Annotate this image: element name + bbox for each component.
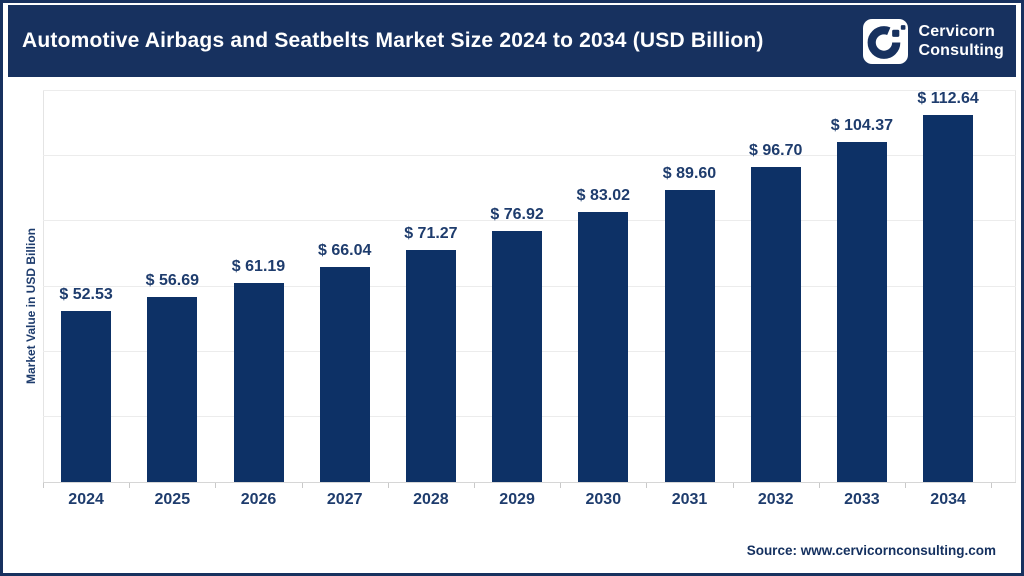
- plot-area: $ 52.53 2024 $ 56.69 2025 $ 61.19 2026 $ 66.04…: [43, 89, 1016, 508]
- x-axis-tick: [905, 483, 906, 488]
- header-bar: Automotive Airbags and Seatbelts Market …: [8, 5, 1016, 77]
- bar-2034: [923, 114, 974, 482]
- x-axis-label: 2029: [499, 491, 535, 508]
- bar-2030: [578, 211, 629, 482]
- brand-block: Cervicorn Consulting: [863, 18, 1004, 64]
- bar-value-label: $ 56.69: [145, 272, 199, 290]
- x-axis-label: 2024: [68, 491, 104, 508]
- x-axis-tick: [991, 483, 993, 488]
- bar-2026: [233, 282, 284, 482]
- x-axis-line: [43, 482, 1016, 483]
- bar-value-label: $ 76.92: [490, 206, 544, 224]
- bar-value-label: $ 104.37: [830, 116, 894, 134]
- x-axis-label: 2034: [930, 491, 966, 508]
- x-axis-tick: [387, 483, 389, 488]
- source-note: Source: www.cervicornconsulting.com: [746, 543, 996, 558]
- x-axis-label: 2028: [413, 491, 449, 508]
- y-axis-title: Market Value in USD Billion: [24, 227, 38, 385]
- gridline: [43, 90, 1016, 91]
- x-axis-label: 2032: [757, 491, 794, 508]
- x-axis-tick: [646, 483, 648, 488]
- x-axis-tick: [560, 483, 562, 488]
- x-axis-tick: [474, 483, 475, 488]
- x-axis-tick: [129, 483, 131, 488]
- bar-value-label: $ 61.19: [231, 257, 286, 275]
- x-axis-tick: [301, 483, 303, 488]
- x-axis-label: 2033: [844, 491, 880, 508]
- x-axis-tick: [732, 483, 734, 488]
- brand-line-2: Consulting: [918, 42, 1004, 59]
- bar-2028: [405, 249, 456, 482]
- x-axis-tick: [215, 483, 217, 488]
- chart-title: Automotive Airbags and Seatbelts Market …: [22, 29, 764, 52]
- bar-2033: [836, 141, 887, 482]
- bar-2031: [664, 190, 715, 482]
- bar-2025: [147, 297, 198, 482]
- x-axis-label: 2031: [671, 491, 708, 508]
- bar-2032: [750, 166, 801, 482]
- brand-name: Cervicorn Consulting: [918, 22, 1004, 60]
- x-axis-tick: [818, 483, 820, 488]
- plot-right-border: [1015, 91, 1016, 482]
- x-axis-label: 2027: [326, 491, 363, 508]
- bar-2029: [492, 231, 543, 482]
- bar-value-label: $ 96.70: [748, 141, 803, 159]
- bar-value-label: $ 66.04: [317, 241, 372, 259]
- bar-value-label: $ 52.53: [59, 285, 113, 303]
- gridline: [43, 155, 1016, 157]
- cervicorn-logo-icon: [863, 18, 909, 64]
- y-axis-line: [43, 91, 44, 482]
- bar-value-label: $ 83.02: [576, 186, 630, 204]
- bar-value-label: $ 112.64: [917, 89, 979, 107]
- bar-value-label: $ 89.60: [662, 165, 717, 183]
- gridline: [43, 220, 1016, 222]
- brand-line-1: Cervicorn: [918, 23, 995, 40]
- x-axis-label: 2030: [585, 491, 622, 508]
- x-axis-label: 2025: [154, 491, 191, 508]
- x-axis-tick: [43, 483, 44, 488]
- bar-2024: [61, 310, 112, 482]
- bar-value-label: $ 71.27: [404, 224, 458, 242]
- x-axis-label: 2026: [240, 491, 277, 508]
- bar-2027: [319, 266, 370, 482]
